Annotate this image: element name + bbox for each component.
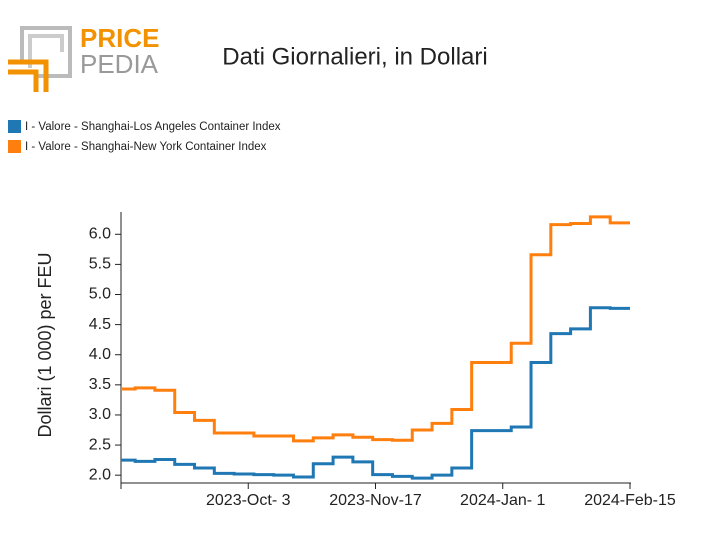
y-tick-label: 3.5 — [89, 376, 111, 393]
y-tick-label: 6.0 — [89, 226, 111, 243]
y-tick-label: 2.0 — [89, 466, 111, 483]
x-tick-label: 2023-Nov-17 — [329, 492, 422, 509]
brand-1: PRICE — [80, 23, 159, 53]
legend-swatch — [8, 140, 21, 153]
plot-area — [121, 215, 630, 480]
series-line — [121, 215, 630, 443]
brand-2: PEDIA — [80, 49, 159, 79]
y-tick-label: 2.5 — [89, 436, 111, 453]
legend-swatch — [8, 120, 21, 133]
legend-label: I - Valore - Shanghai-New York Container… — [25, 141, 267, 153]
x-tick-label: 2024-Jan- 1 — [460, 492, 545, 509]
chart-title: Dati Giornalieri, in Dollari — [222, 43, 487, 70]
y-tick-label: 3.0 — [89, 406, 111, 423]
legend-label: I - Valore - Shanghai-Los Angeles Contai… — [25, 121, 281, 133]
series-line — [121, 306, 630, 480]
y-tick-label: 5.5 — [89, 256, 111, 273]
x-tick-label: 2024-Feb-15 — [584, 492, 676, 509]
logo: PRICE PEDIA — [8, 23, 159, 92]
y-tick-label: 4.0 — [89, 346, 111, 363]
y-tick-label: 4.5 — [89, 316, 111, 333]
x-tick-label: 2023-Oct- 3 — [206, 492, 291, 509]
y-tick-label: 5.0 — [89, 286, 111, 303]
y-axis-label: Dollari (1 000) per FEU — [35, 252, 55, 437]
